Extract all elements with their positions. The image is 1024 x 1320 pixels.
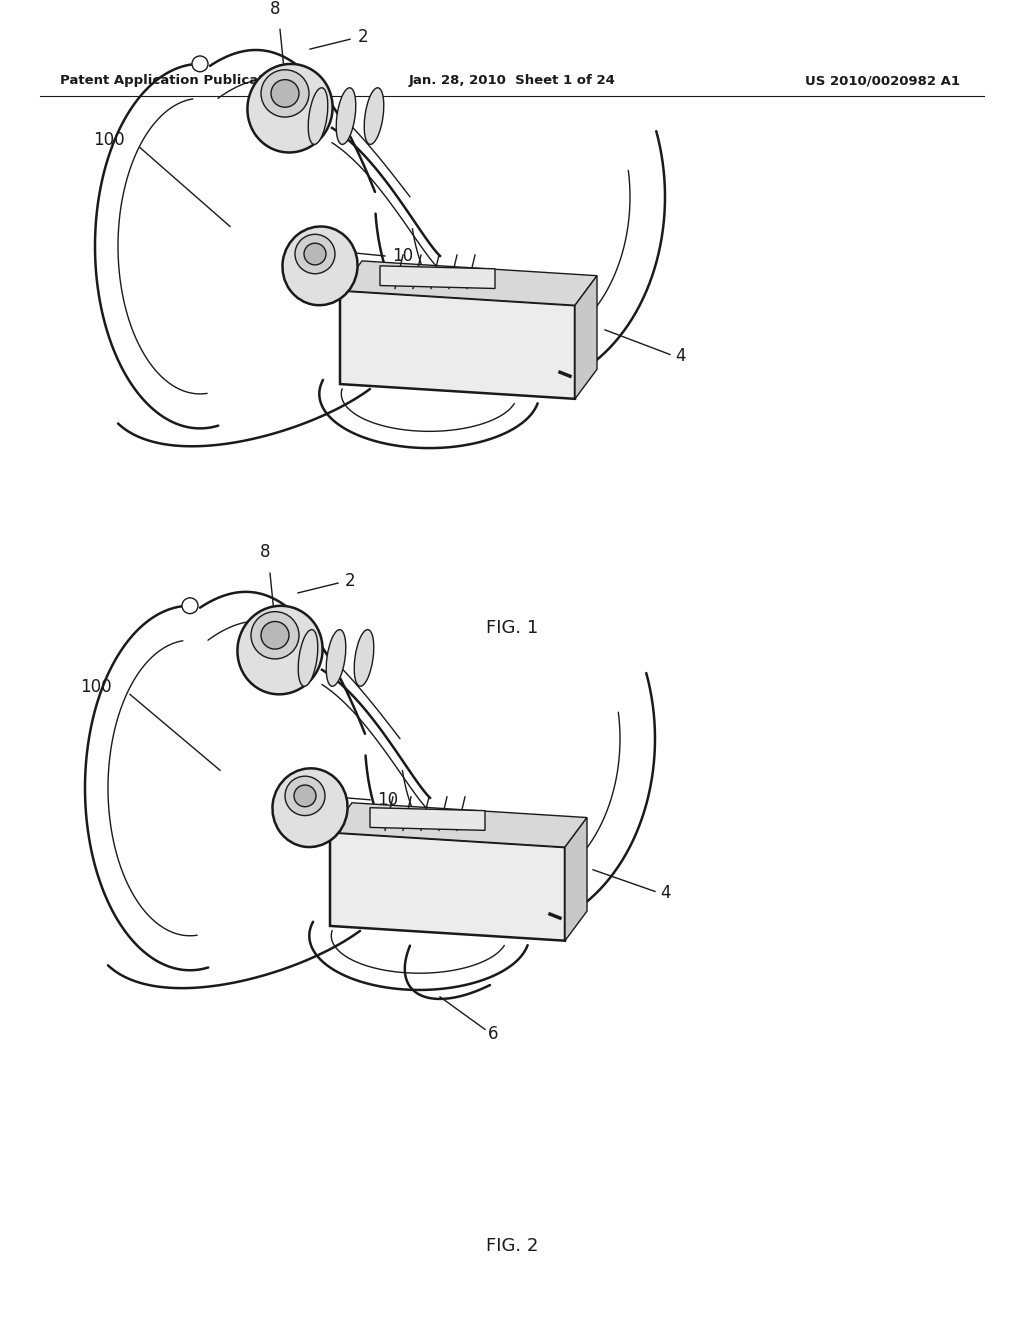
Circle shape bbox=[191, 55, 208, 71]
Circle shape bbox=[261, 622, 289, 649]
Ellipse shape bbox=[272, 768, 347, 847]
Text: 4: 4 bbox=[675, 347, 685, 366]
Polygon shape bbox=[380, 265, 495, 289]
Text: 2: 2 bbox=[358, 28, 369, 46]
Polygon shape bbox=[340, 261, 597, 305]
Polygon shape bbox=[330, 803, 587, 847]
Circle shape bbox=[304, 243, 326, 265]
Text: 100: 100 bbox=[93, 131, 125, 149]
Polygon shape bbox=[340, 290, 575, 399]
Ellipse shape bbox=[298, 630, 317, 686]
Ellipse shape bbox=[238, 606, 323, 694]
Text: Patent Application Publication: Patent Application Publication bbox=[60, 74, 288, 87]
Polygon shape bbox=[565, 817, 587, 941]
Circle shape bbox=[251, 611, 299, 659]
Polygon shape bbox=[370, 808, 485, 830]
Circle shape bbox=[285, 776, 325, 816]
Ellipse shape bbox=[336, 87, 355, 144]
Circle shape bbox=[271, 79, 299, 107]
Text: FIG. 1: FIG. 1 bbox=[485, 619, 539, 638]
Circle shape bbox=[294, 785, 316, 807]
Text: Jan. 28, 2010  Sheet 1 of 24: Jan. 28, 2010 Sheet 1 of 24 bbox=[409, 74, 615, 87]
Text: 6: 6 bbox=[488, 1026, 499, 1043]
Text: 100: 100 bbox=[80, 677, 112, 696]
Polygon shape bbox=[330, 833, 565, 941]
Ellipse shape bbox=[327, 630, 346, 686]
Text: 10: 10 bbox=[392, 247, 413, 265]
Text: FIG. 2: FIG. 2 bbox=[485, 1237, 539, 1255]
Circle shape bbox=[295, 235, 335, 273]
Ellipse shape bbox=[283, 227, 357, 305]
Ellipse shape bbox=[248, 63, 333, 153]
Text: 4: 4 bbox=[660, 884, 671, 903]
Text: 8: 8 bbox=[269, 0, 281, 17]
Text: 10: 10 bbox=[377, 791, 398, 809]
Circle shape bbox=[261, 70, 309, 117]
Text: US 2010/0020982 A1: US 2010/0020982 A1 bbox=[805, 74, 961, 87]
Text: 2: 2 bbox=[345, 572, 355, 590]
Circle shape bbox=[182, 598, 198, 614]
Ellipse shape bbox=[354, 630, 374, 686]
Ellipse shape bbox=[365, 87, 384, 144]
Text: 8: 8 bbox=[260, 544, 270, 561]
Ellipse shape bbox=[308, 87, 328, 144]
Polygon shape bbox=[575, 276, 597, 399]
